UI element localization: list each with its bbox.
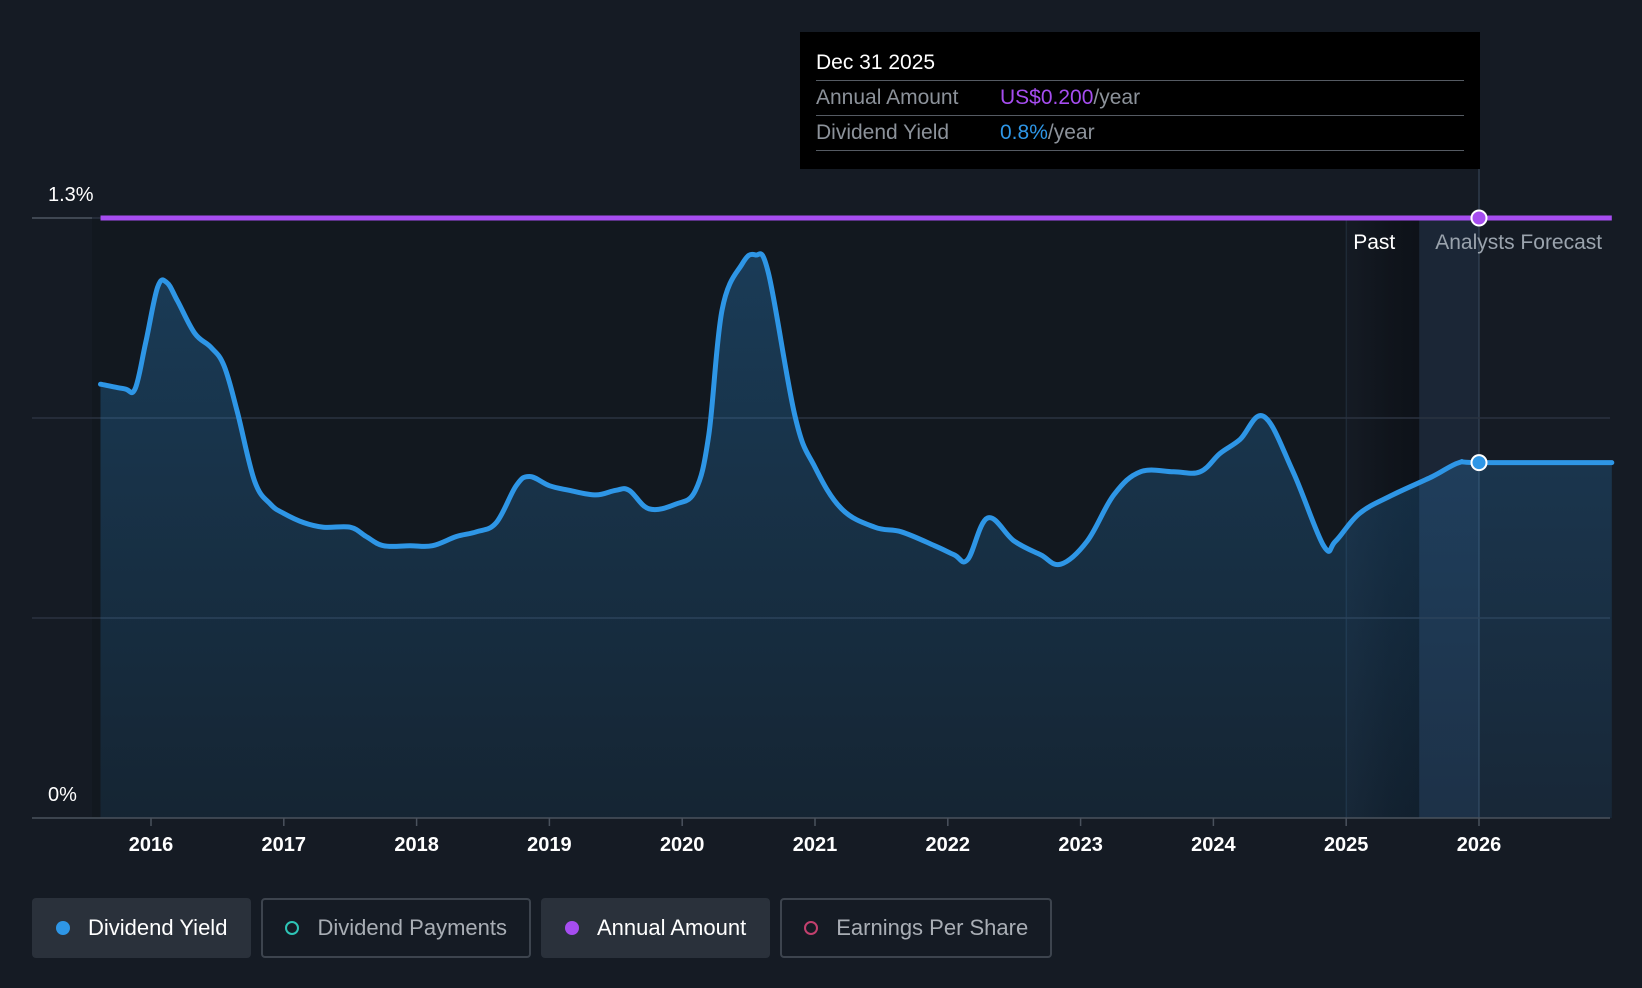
chart-svg: 2016 2017 2018 2019 2020 2021 2022 2023 2024 2025… (32, 168, 1615, 856)
dividend-yield-line (98, 251, 1615, 568)
past-region-label: Past (1353, 231, 1395, 254)
dividend-yield-marker (1470, 454, 1488, 472)
y-axis-top-label: 1.3% (48, 184, 94, 206)
axis-layer: 2016 2017 2018 2019 2020 2021 2022 2023 2024 2025… (32, 217, 1610, 856)
annual-amount-marker (1470, 209, 1488, 227)
dividend-yield-area (100, 253, 1612, 818)
x-tick-label-2024: 2024 (1191, 834, 1236, 856)
x-tick-label-2021: 2021 (793, 834, 838, 856)
tooltip-dividend-yield-unit: /year (1047, 121, 1095, 144)
tooltip: Dec 31 2025 Annual Amount US$0.200 /year… (800, 32, 1480, 169)
x-tick-label-2023: 2023 (1058, 834, 1103, 856)
legend-dot-annual-amount-icon (564, 921, 579, 935)
legend-label-dividend-yield: Dividend Yield (88, 915, 228, 940)
x-tick-label-2020: 2020 (660, 834, 705, 856)
x-tick-label-2019: 2019 (527, 834, 572, 856)
tooltip-annual-amount-unit: /year (1093, 86, 1141, 109)
tooltip-date: Dec 31 2025 (816, 46, 1464, 81)
y-axis-bottom-label: 0% (48, 784, 77, 806)
x-tick-label-2026: 2026 (1457, 834, 1502, 856)
legend-label-earnings-per-share: Earnings Per Share (836, 915, 1029, 940)
forecast-region-label: Analysts Forecast (1435, 231, 1602, 254)
legend-label-annual-amount: Annual Amount (596, 915, 747, 940)
tooltip-dividend-yield-value: 0.8% (1000, 121, 1048, 144)
series-layer (98, 209, 1615, 818)
legend-dot-dividend-yield-icon (56, 921, 70, 935)
legend-label-dividend-payments: Dividend Payments (317, 915, 507, 940)
x-tick-label-2022: 2022 (926, 834, 971, 856)
legend-item-dividend-payments[interactable]: Dividend Payments (261, 898, 531, 958)
legend-item-dividend-yield[interactable]: Dividend Yield (32, 898, 252, 958)
tooltip-annual-amount-label: Annual Amount (816, 86, 959, 109)
legend-dot-earnings-per-share-icon (804, 921, 819, 935)
tooltip-dividend-yield-row: Dividend Yield 0.8% /year (816, 116, 1464, 151)
legend-item-earnings-per-share[interactable]: Earnings Per Share (780, 898, 1053, 958)
x-tick-label-2016: 2016 (129, 834, 174, 856)
label-layer: 1.3% 0% Past Analysts Forecast (48, 184, 1602, 806)
x-tick-label-2025: 2025 (1324, 834, 1369, 856)
tooltip-annual-amount-value: US$0.200 (1000, 86, 1094, 109)
tooltip-annual-amount-row: Annual Amount US$0.200 /year (816, 81, 1464, 116)
x-tick-label-2017: 2017 (262, 834, 307, 856)
legend-dot-dividend-payments-icon (285, 921, 300, 935)
legend: Dividend Yield Dividend Payments Annual … (32, 898, 1053, 958)
x-tick-label-2018: 2018 (394, 834, 439, 856)
tooltip-dividend-yield-label: Dividend Yield (816, 121, 950, 144)
legend-item-annual-amount[interactable]: Annual Amount (540, 898, 771, 958)
